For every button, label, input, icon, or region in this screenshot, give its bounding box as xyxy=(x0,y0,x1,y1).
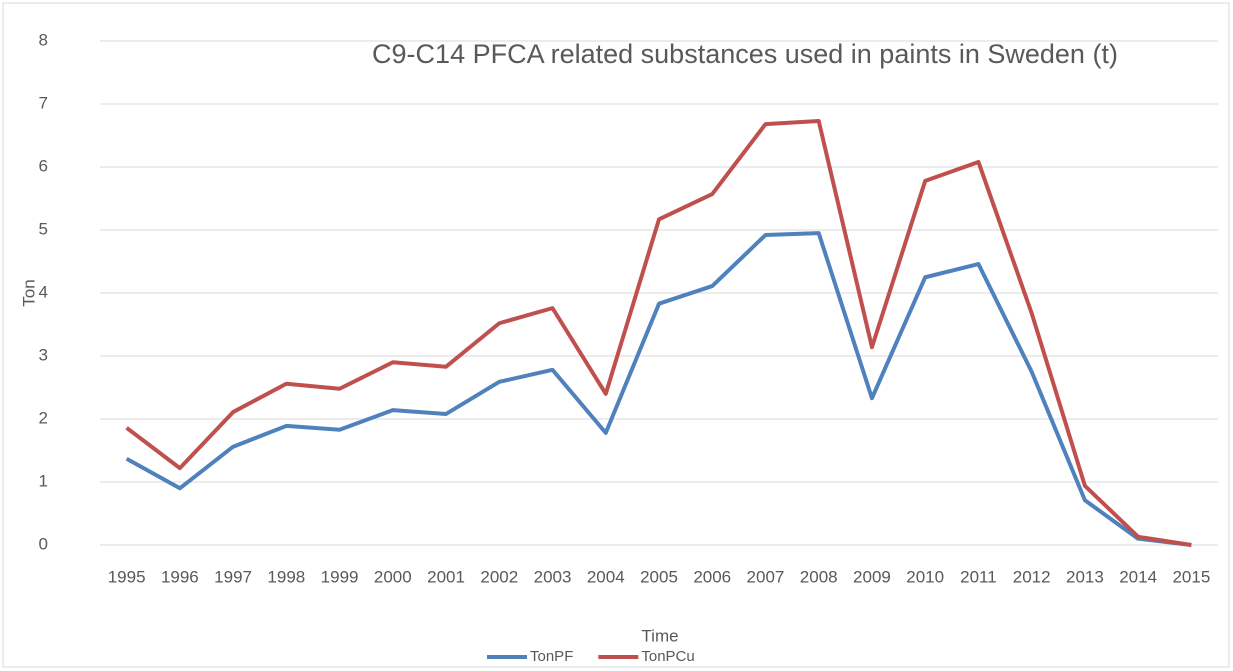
x-tick-label: 2004 xyxy=(587,567,625,586)
x-tick-label: 2011 xyxy=(960,567,997,586)
x-tick-label: 1999 xyxy=(321,567,359,586)
y-tick-label: 5 xyxy=(39,219,48,238)
x-tick-label: 2005 xyxy=(640,567,678,586)
x-tick-label: 2001 xyxy=(427,567,465,586)
line-series xyxy=(125,119,1192,547)
x-tick-label: 2013 xyxy=(1066,567,1104,586)
y-tick-label: 7 xyxy=(39,93,48,112)
x-tick-label: 2010 xyxy=(906,567,944,586)
y-tick-label: 8 xyxy=(39,30,48,49)
x-tick-label: 1997 xyxy=(214,567,252,586)
y-tick-label: 0 xyxy=(39,534,48,553)
legend-label: TonPCu xyxy=(641,648,694,665)
y-tick-label: 6 xyxy=(39,156,48,175)
line-series xyxy=(125,231,1192,547)
y-axis-label: Ton xyxy=(19,279,38,306)
x-axis-label: Time xyxy=(641,626,678,645)
x-tick-label: 1998 xyxy=(267,567,305,586)
y-tick-label: 2 xyxy=(39,408,48,427)
x-tick-label: 2002 xyxy=(480,567,518,586)
chart-title: C9-C14 PFCA related substances used in p… xyxy=(372,39,1118,69)
x-tick-label: 2012 xyxy=(1013,567,1051,586)
x-tick-label: 2003 xyxy=(534,567,572,586)
legend-label: TonPF xyxy=(530,648,573,665)
y-tick-label: 4 xyxy=(39,282,48,301)
x-tick-label: 2000 xyxy=(374,567,412,586)
x-tick-label: 2014 xyxy=(1119,567,1157,586)
x-tick-label: 2015 xyxy=(1172,567,1210,586)
x-tick-label: 2006 xyxy=(693,567,731,586)
x-tick-label: 1996 xyxy=(161,567,199,586)
x-tick-label: 2007 xyxy=(747,567,785,586)
x-tick-label: 2008 xyxy=(800,567,838,586)
y-tick-label: 1 xyxy=(39,471,48,490)
x-tick-label: 1995 xyxy=(108,567,146,586)
y-tick-label: 3 xyxy=(39,345,48,364)
x-tick-label: 2009 xyxy=(853,567,891,586)
